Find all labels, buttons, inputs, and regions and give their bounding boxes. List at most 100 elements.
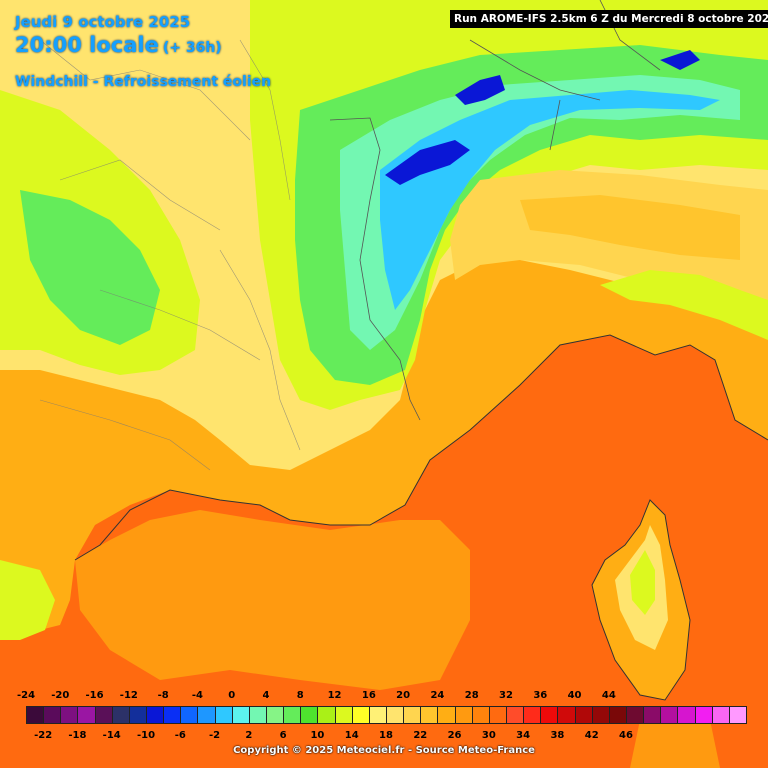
- legend-swatch: [403, 706, 422, 724]
- legend-swatch: [437, 706, 456, 724]
- legend-swatch: [248, 706, 267, 724]
- legend-swatch: [163, 706, 182, 724]
- legend-bottom-label: 46: [619, 730, 633, 741]
- legend-top-label: 32: [499, 690, 513, 701]
- legend-swatch: [334, 706, 353, 724]
- legend-top-label: 0: [228, 690, 236, 701]
- legend-swatch: [471, 706, 490, 724]
- forecast-time-value: 20:00 locale: [15, 33, 159, 57]
- legend-top-label: -20: [51, 690, 70, 701]
- legend-top-label: 28: [464, 690, 479, 701]
- legend-top-label: 16: [361, 690, 376, 701]
- legend-top-label: -12: [119, 690, 138, 701]
- variable-title: Windchill - Refroissement éolien: [15, 74, 272, 90]
- land-cold-west: [20, 190, 160, 345]
- po-valley-core: [520, 195, 740, 260]
- legend-bottom-label: 42: [584, 730, 599, 741]
- legend-bottom-label: 30: [481, 730, 496, 741]
- legend-swatch: [77, 706, 96, 724]
- legend-bottom-label: 18: [379, 730, 393, 741]
- corsica-cool: [630, 550, 655, 615]
- legend-swatch: [694, 706, 713, 724]
- legend-swatch: [557, 706, 576, 724]
- legend-swatch: [386, 706, 405, 724]
- legend-swatch: [146, 706, 165, 724]
- legend-top-label: 44: [601, 690, 616, 701]
- legend-swatch: [711, 706, 730, 724]
- legend-swatch: [317, 706, 336, 724]
- legend-swatch: [128, 706, 147, 724]
- legend-swatch: [94, 706, 113, 724]
- legend-swatch: [300, 706, 319, 724]
- legend-bottom-label: -18: [68, 730, 87, 741]
- legend-bottom-label: -14: [102, 730, 121, 741]
- legend-swatch: [608, 706, 627, 724]
- region-borders: [39, 39, 301, 471]
- legend-top-label: 12: [327, 690, 342, 701]
- apennines: [600, 270, 768, 340]
- legend-swatch: [283, 706, 302, 724]
- legend-swatch: [523, 706, 542, 724]
- legend-bottom-label: 10: [310, 730, 325, 741]
- color-legend: -24 -20 -16 -12 -8 -4 0 4 8 12 16 20 24 28 32 36 40 44 -22…: [0, 684, 768, 768]
- legend-bottom-label: -2: [209, 730, 221, 741]
- legend-swatch: [60, 706, 79, 724]
- legend-bottom-label: -22: [34, 730, 53, 741]
- legend-swatch: [454, 706, 473, 724]
- legend-top-label: -4: [191, 690, 203, 701]
- legend-top-label: 20: [396, 690, 411, 701]
- legend-swatch: [506, 706, 525, 724]
- legend-swatch: [574, 706, 593, 724]
- legend-swatch: [591, 706, 610, 724]
- legend-swatch: [351, 706, 370, 724]
- legend-swatch: [728, 706, 747, 724]
- spain-west: [0, 560, 55, 640]
- forecast-time: 20:00 locale (+ 36h): [15, 33, 222, 57]
- legend-swatch: [643, 706, 662, 724]
- legend-top-label: 24: [430, 690, 445, 701]
- alps-freeze: [380, 90, 720, 310]
- legend-top-label: -16: [85, 690, 104, 701]
- run-info: Run AROME-IFS 2.5km 6 Z du Mercredi 8 oc…: [450, 10, 768, 28]
- legend-bottom-label: -6: [174, 730, 186, 741]
- gulf-warm: [75, 510, 470, 690]
- copyright: Copyright © 2025 Meteociel.fr - Source M…: [233, 745, 535, 756]
- border-lines: [329, 0, 661, 421]
- legend-bottom-label: 38: [550, 730, 565, 741]
- legend-bottom-label: 26: [447, 730, 462, 741]
- coastline: [74, 334, 768, 561]
- legend-bottom-label: 2: [245, 730, 253, 741]
- legend-swatch: [677, 706, 696, 724]
- corsica-coast: [591, 499, 691, 701]
- legend-swatch: [266, 706, 285, 724]
- legend-bottom-label: 34: [516, 730, 531, 741]
- legend-bottom-label: 22: [413, 730, 428, 741]
- alps-deep-3: [660, 50, 700, 70]
- legend-swatch: [488, 706, 507, 724]
- alps-deep: [385, 140, 470, 185]
- legend-bottom-label: 14: [344, 730, 359, 741]
- forecast-lead: (+ 36h): [162, 40, 222, 56]
- sardinia: [630, 710, 720, 768]
- alps-deep-2: [455, 75, 505, 105]
- legend-swatch: [197, 706, 216, 724]
- legend-swatch: [180, 706, 199, 724]
- legend-swatch: [368, 706, 387, 724]
- legend-swatch: [540, 706, 559, 724]
- legend-swatch: [231, 706, 250, 724]
- legend-swatch: [420, 706, 439, 724]
- legend-bottom-label: -10: [136, 730, 156, 741]
- legend-top-label: 4: [262, 690, 270, 701]
- legend-top-label: -24: [16, 690, 36, 701]
- legend-swatch: [214, 706, 233, 724]
- legend-top-label: 40: [567, 690, 582, 701]
- legend-swatch: [626, 706, 645, 724]
- legend-swatch: [43, 706, 62, 724]
- forecast-date: Jeudi 9 octobre 2025: [15, 13, 191, 31]
- legend-bottom-label: 6: [279, 730, 287, 741]
- legend-top-label: 36: [533, 690, 548, 701]
- legend-swatch: [26, 706, 45, 724]
- legend-swatch: [111, 706, 130, 724]
